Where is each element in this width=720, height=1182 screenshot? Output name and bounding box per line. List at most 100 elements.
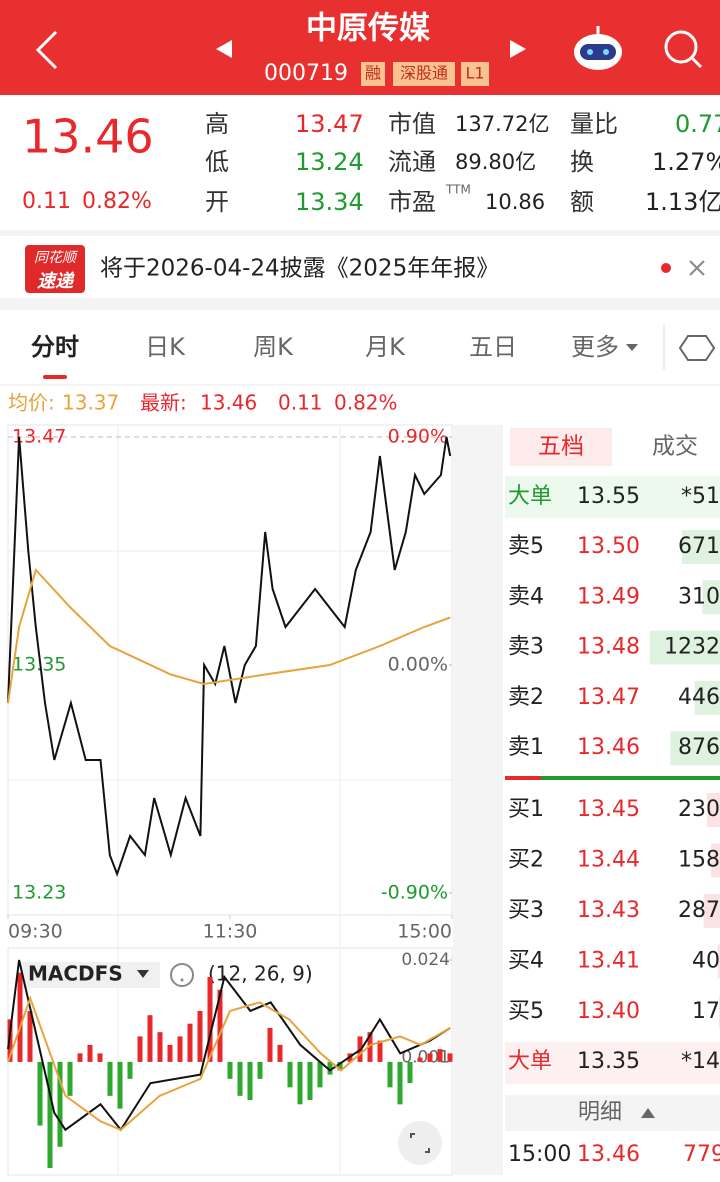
macd-bar: [387, 1061, 393, 1088]
macd-bar: [177, 1036, 183, 1062]
field-label: 市盈: [388, 188, 436, 216]
book-tab[interactable]: 成交: [652, 434, 698, 460]
macd-bar: [367, 1032, 373, 1062]
expand-caret: [641, 1108, 655, 1118]
book-volume: 230: [678, 797, 720, 822]
book-price: 13.49: [577, 584, 640, 609]
last-value: 13.46: [200, 391, 257, 415]
indicator-chip[interactable]: [20, 962, 160, 988]
macd-bar: [47, 1061, 53, 1168]
field-sup: TTM: [445, 183, 471, 197]
last-price: 13.46: [22, 110, 154, 164]
field-label: 换: [570, 148, 594, 176]
field-value: 89.80亿: [455, 150, 536, 174]
book-volume: 158: [678, 848, 720, 873]
macd-bar: [337, 1061, 343, 1071]
macd-bar: [127, 1061, 133, 1079]
field-label: 量比: [570, 110, 618, 138]
close-notice[interactable]: [689, 260, 705, 276]
book-volume: 287: [678, 898, 720, 923]
next-stock[interactable]: [510, 40, 526, 58]
series-line: [7, 436, 452, 877]
macd-bar: [207, 976, 213, 1062]
dropdown-caret: [626, 344, 638, 351]
notice-logo: [25, 245, 85, 293]
macd-bar: [267, 1027, 273, 1062]
macd-bar: [287, 1061, 293, 1088]
book-volume: *51: [681, 484, 720, 509]
field-label: 高: [205, 110, 229, 138]
macd-bar: [307, 1061, 313, 1101]
book-volume: 17: [692, 999, 720, 1024]
book-label: 买2: [508, 848, 544, 873]
back-button[interactable]: [35, 30, 58, 70]
trade-time: 15:00: [508, 1142, 571, 1167]
help-icon[interactable]: [170, 963, 194, 987]
book-price: 13.44: [577, 848, 640, 873]
book-price: 13.45: [577, 797, 640, 822]
tab[interactable]: 更多: [571, 333, 619, 361]
book-label: 卖2: [508, 685, 544, 710]
book-label: 买5: [508, 999, 544, 1024]
x-tick-label: 11:30: [203, 921, 258, 943]
macd-bar: [277, 1044, 283, 1062]
settings-icon[interactable]: [678, 335, 716, 361]
detail-label[interactable]: 明细: [578, 1100, 622, 1125]
volume-bar: [702, 580, 720, 615]
macd-bar: [117, 1061, 123, 1109]
field-label: 低: [205, 148, 229, 176]
trade-price: 13.46: [577, 1142, 640, 1167]
indicator-name: MACDFS: [28, 962, 123, 986]
macd-bar: [407, 1061, 413, 1084]
badge-bg: [461, 62, 489, 86]
tab[interactable]: 分时: [31, 333, 79, 361]
book-price: 13.48: [577, 635, 640, 660]
macd-bar: [447, 1053, 453, 1062]
book-label: 卖4: [508, 584, 544, 609]
macd-bar: [227, 1061, 233, 1079]
volume-bar: [694, 680, 720, 715]
macd-bar: [137, 1036, 143, 1062]
field-value: 10.86: [485, 190, 545, 214]
macd-bar: [217, 989, 223, 1062]
tab[interactable]: 月K: [365, 333, 406, 361]
tab-indicator: [43, 375, 67, 379]
detail-bar: [505, 1095, 720, 1131]
book-price: 13.43: [577, 898, 640, 923]
badge: 融: [365, 64, 381, 83]
notice-text[interactable]: 将于2026-04-24披露《2025年年报》: [100, 256, 499, 282]
macd-bar: [157, 1032, 163, 1062]
book-label: 买4: [508, 949, 544, 974]
book-price: 13.46: [577, 735, 640, 760]
separator: [0, 230, 720, 236]
field-value: 1.27%: [652, 148, 720, 176]
indicator-params: (12, 26, 9): [208, 962, 313, 986]
zoom-button[interactable]: [398, 1121, 442, 1165]
tab[interactable]: 周K: [253, 333, 294, 361]
divider-green: [541, 776, 720, 780]
row-bg: [505, 476, 720, 518]
macd-bar: [327, 1061, 333, 1075]
macd-bar: [297, 1061, 303, 1105]
search-icon[interactable]: [664, 30, 703, 69]
y2-tick-label: -0.90%: [381, 882, 448, 904]
field-value: 13.34: [295, 188, 364, 216]
prev-stock[interactable]: [216, 40, 232, 58]
macd-bar: [87, 1044, 93, 1062]
macd-bar: [377, 1040, 383, 1062]
macd-bar: [27, 1010, 33, 1062]
book-volume: 446: [678, 685, 720, 710]
logo-text: 速递: [37, 271, 75, 292]
macd-bar: [97, 1053, 103, 1062]
field-value: 137.72亿: [455, 112, 549, 136]
book-tab[interactable]: 五档: [538, 434, 584, 460]
trade-volume: 779: [683, 1142, 720, 1167]
tab[interactable]: 五日: [469, 333, 517, 361]
assistant-icon[interactable]: [574, 26, 622, 70]
macd-bar: [17, 972, 23, 1062]
tab[interactable]: 日K: [145, 333, 186, 361]
stock-name: 中原传媒: [306, 11, 431, 47]
avg-label: 均价:: [8, 391, 55, 415]
field-value: 1.13亿: [645, 188, 720, 216]
volume-bar: [706, 793, 720, 827]
